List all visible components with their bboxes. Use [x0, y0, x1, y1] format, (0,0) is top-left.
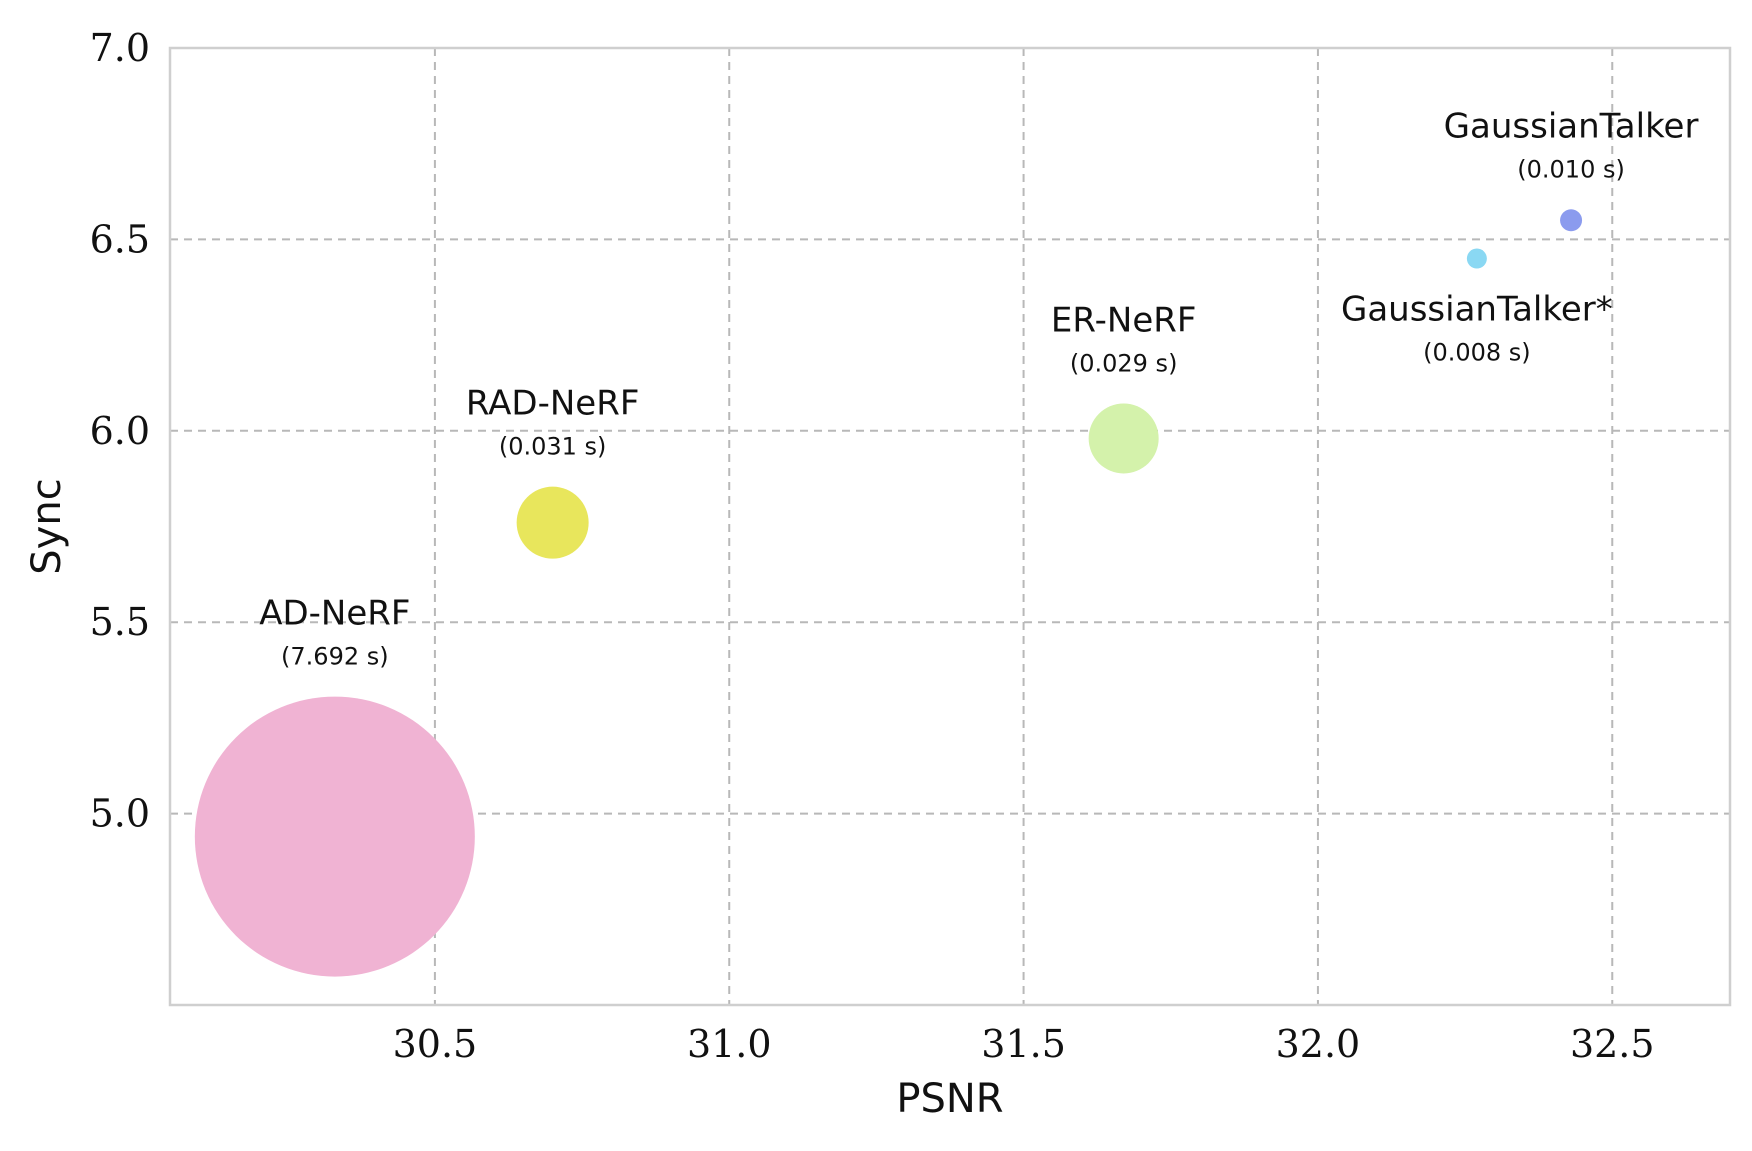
data-point-time-label: (0.031 s): [499, 433, 607, 461]
y-tick-label: 7.0: [90, 26, 150, 70]
y-tick-label: 5.5: [90, 600, 150, 644]
y-tick-label: 5.0: [90, 792, 150, 836]
x-tick-label: 32.5: [1570, 1022, 1655, 1066]
x-tick-label: 30.5: [393, 1022, 478, 1066]
x-tick-label: 31.0: [687, 1022, 772, 1066]
y-tick-label: 6.5: [90, 217, 150, 261]
data-point-name-label: RAD-NeRF: [466, 384, 640, 424]
data-point-name-label: AD-NeRF: [259, 594, 410, 634]
data-point-time-label: (0.008 s): [1423, 339, 1531, 367]
data-point-name-label: ER-NeRF: [1051, 300, 1197, 340]
data-point-name-label: GaussianTalker*: [1341, 290, 1613, 330]
data-point-name-label: GaussianTalker: [1444, 106, 1699, 146]
x-tick-label: 32.0: [1276, 1022, 1361, 1066]
point-labels: AD-NeRF (7.692 s) RAD-NeRF (0.031 s) ER-NeRF…: [259, 106, 1698, 670]
x-axis-label: PSNR: [896, 1076, 1003, 1122]
plot-area-frame: [168, 46, 1732, 1007]
data-point-time-label: (0.029 s): [1070, 349, 1178, 377]
data-point-bubble: [1560, 209, 1583, 232]
data-point-time-label: (0.010 s): [1517, 155, 1625, 183]
data-point-bubble: [1466, 248, 1487, 269]
data-point-bubble: [1088, 403, 1159, 474]
data-point-time-label: (7.692 s): [281, 643, 389, 671]
tick-labels: 30.5 31.0 31.5 32.0 32.5 5.0 5.5 6.0 6.5 7.0: [90, 26, 1655, 1066]
x-tick-label: 31.5: [981, 1022, 1066, 1066]
data-point-bubble: [516, 486, 589, 559]
data-point-bubble: [194, 696, 475, 977]
bubbles: [194, 209, 1583, 977]
y-axis-label: Sync: [24, 478, 70, 574]
y-tick-label: 6.0: [90, 409, 150, 453]
